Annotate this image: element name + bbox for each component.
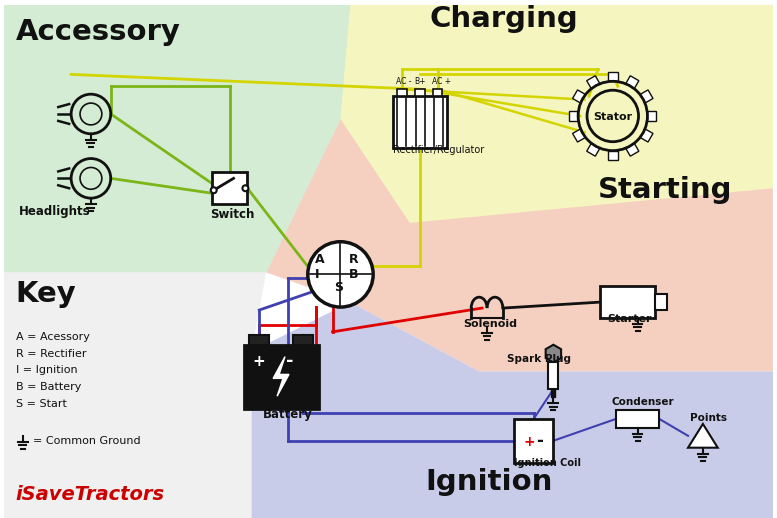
Polygon shape — [640, 90, 653, 103]
Polygon shape — [4, 272, 267, 518]
Text: I = Ignition: I = Ignition — [16, 365, 77, 376]
Circle shape — [211, 188, 217, 193]
Polygon shape — [4, 5, 350, 272]
Text: Stator: Stator — [593, 112, 632, 122]
Text: +: + — [253, 354, 265, 369]
Text: AC +: AC + — [431, 77, 451, 87]
Text: Spark Plug: Spark Plug — [507, 354, 571, 364]
Text: S = Start: S = Start — [16, 399, 67, 409]
Text: Switch: Switch — [210, 208, 254, 221]
Polygon shape — [608, 73, 618, 81]
Polygon shape — [267, 5, 773, 371]
Text: Battery: Battery — [263, 408, 313, 421]
Bar — [600, 286, 655, 318]
Bar — [212, 172, 247, 204]
Bar — [393, 96, 448, 148]
Text: Key: Key — [16, 280, 76, 308]
Bar — [397, 89, 407, 96]
Text: Ignition: Ignition — [425, 468, 552, 496]
Text: -: - — [537, 431, 543, 450]
Bar — [415, 89, 425, 96]
Text: = Common Ground: = Common Ground — [33, 436, 140, 445]
Text: +: + — [524, 435, 535, 449]
Polygon shape — [274, 356, 289, 396]
Bar — [293, 335, 313, 344]
Text: R = Rectifier: R = Rectifier — [16, 349, 86, 358]
Bar — [249, 335, 269, 344]
Text: A = Acessory: A = Acessory — [16, 332, 89, 342]
Text: Condenser: Condenser — [611, 397, 674, 407]
Bar — [552, 389, 556, 397]
Polygon shape — [4, 5, 350, 272]
Bar — [514, 419, 553, 463]
Text: AC -: AC - — [396, 77, 412, 87]
Polygon shape — [608, 151, 618, 160]
Text: Starting: Starting — [598, 176, 733, 204]
Polygon shape — [625, 76, 639, 89]
Text: I: I — [315, 268, 319, 281]
Bar — [245, 344, 319, 409]
Text: A: A — [315, 252, 324, 266]
Polygon shape — [587, 143, 600, 156]
Bar — [615, 410, 660, 428]
Circle shape — [308, 242, 373, 307]
Polygon shape — [570, 111, 578, 121]
Text: S: S — [335, 281, 343, 294]
Polygon shape — [251, 302, 773, 518]
Text: Ignition Coil: Ignition Coil — [514, 457, 580, 468]
Polygon shape — [640, 129, 653, 142]
Bar — [433, 89, 442, 96]
Text: Headlights: Headlights — [19, 205, 90, 218]
Circle shape — [242, 185, 249, 191]
Bar — [549, 362, 559, 389]
Text: B: B — [348, 268, 358, 281]
Text: B+: B+ — [413, 77, 425, 87]
Text: iSaveTractors: iSaveTractors — [16, 485, 165, 504]
Polygon shape — [573, 90, 585, 103]
Text: Points: Points — [690, 413, 727, 423]
Polygon shape — [647, 111, 657, 121]
Bar — [655, 294, 667, 310]
Polygon shape — [573, 129, 585, 142]
Text: Charging: Charging — [430, 5, 578, 33]
Text: Accessory: Accessory — [16, 18, 180, 46]
Polygon shape — [340, 5, 773, 233]
Polygon shape — [688, 424, 718, 448]
Text: B = Battery: B = Battery — [16, 382, 81, 392]
Text: Starter: Starter — [607, 314, 651, 324]
Polygon shape — [587, 76, 600, 89]
Text: Rectifier/Regulator: Rectifier/Regulator — [393, 145, 484, 154]
Polygon shape — [625, 143, 639, 156]
Polygon shape — [545, 344, 561, 363]
Text: Solenoid: Solenoid — [463, 319, 517, 329]
Text: R: R — [348, 252, 358, 266]
Polygon shape — [340, 5, 773, 223]
Text: -: - — [286, 352, 294, 370]
